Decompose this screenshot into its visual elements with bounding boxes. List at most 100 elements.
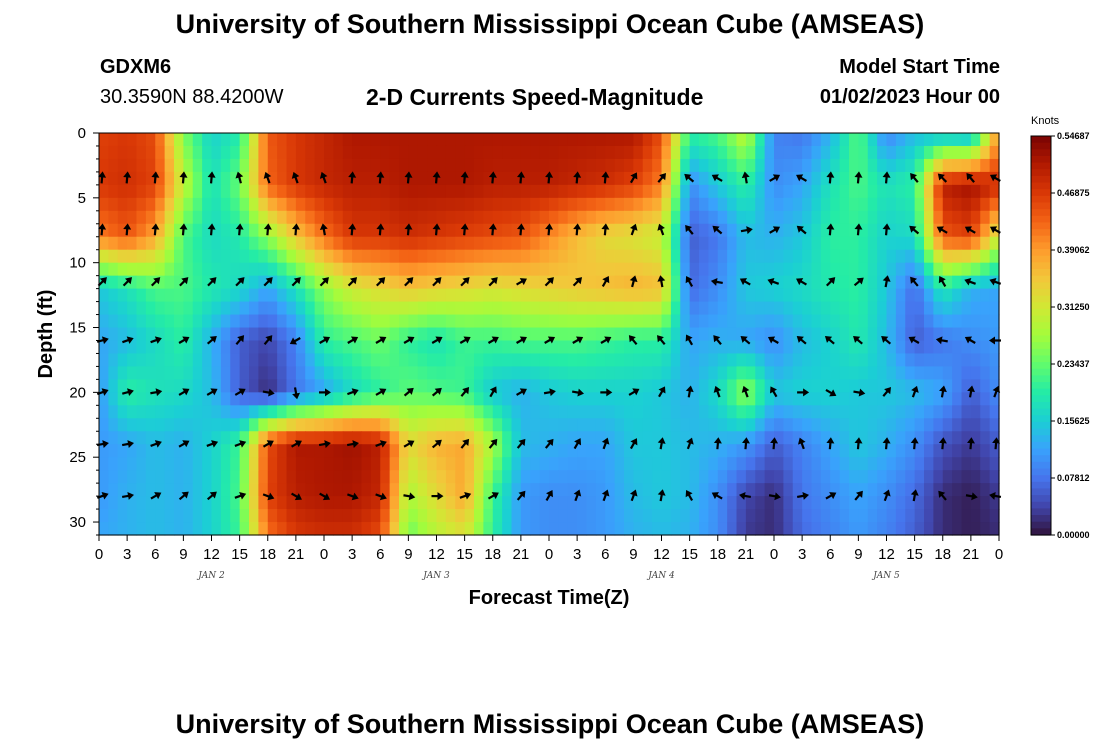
heatmap-cell [295, 470, 306, 484]
heatmap-cell [380, 366, 391, 380]
heatmap-cell [108, 405, 119, 419]
heatmap-cell [745, 392, 756, 406]
heatmap-cell [736, 353, 747, 368]
heatmap-cell [661, 444, 672, 458]
heatmap-cell [624, 392, 634, 406]
heatmap-cell [605, 470, 616, 484]
heatmap-cell [277, 418, 288, 432]
heatmap-cell [211, 405, 222, 419]
heatmap-cell [99, 197, 109, 212]
heatmap-cell [961, 353, 972, 368]
heatmap-cell [202, 262, 213, 277]
heatmap-cell [717, 262, 728, 277]
heatmap-cell [99, 353, 109, 368]
heatmap-cell [877, 366, 888, 380]
heatmap-cell [877, 301, 888, 316]
heatmap-cell [886, 470, 897, 484]
heatmap-cell [820, 210, 831, 225]
heatmap-cell [211, 249, 222, 264]
heatmap-cell [249, 340, 259, 355]
heatmap-cell [445, 262, 456, 277]
heatmap-cell [839, 522, 850, 536]
heatmap-cell [792, 301, 803, 316]
heatmap-cell [567, 418, 578, 432]
heatmap-cell [942, 184, 953, 199]
heatmap-cell [783, 483, 794, 497]
heatmap-cell [117, 145, 128, 160]
heatmap-cell [427, 171, 438, 186]
current-arrow [121, 491, 134, 500]
heatmap-cell [145, 379, 156, 393]
heatmap-cell [792, 366, 803, 380]
heatmap-cell [895, 197, 906, 212]
heatmap-cell [333, 275, 344, 290]
heatmap-cell [239, 314, 250, 329]
heatmap-cell [305, 236, 316, 251]
heatmap-cell [380, 301, 391, 316]
current-arrow [711, 492, 723, 500]
heatmap-cell [811, 171, 822, 186]
heatmap-cell [127, 470, 138, 484]
heatmap-cell [802, 197, 813, 212]
colorbar-segment [1031, 189, 1051, 197]
heatmap-cell [436, 340, 447, 355]
current-arrow [935, 336, 948, 345]
current-arrow [740, 226, 753, 235]
heatmap-cell [924, 353, 934, 368]
heatmap-cell [605, 184, 616, 199]
heatmap-cell [886, 288, 897, 303]
heatmap-cell [314, 288, 325, 303]
heatmap-cell [952, 133, 963, 147]
heatmap-cell [811, 327, 822, 342]
heatmap-cell [633, 171, 644, 186]
heatmap-cell [961, 431, 972, 445]
heatmap-cell [567, 223, 578, 238]
heatmap-cell [680, 470, 691, 484]
colorbar-segment [1031, 149, 1051, 157]
heatmap-cell [708, 431, 719, 445]
heatmap-cell [370, 392, 381, 406]
heatmap-cell [249, 496, 259, 510]
heatmap-cell [155, 249, 166, 264]
current-arrow [657, 437, 666, 450]
heatmap-cell [192, 288, 203, 303]
heatmap-cell [127, 405, 138, 419]
heatmap-cell [511, 353, 522, 368]
heatmap-cell [624, 223, 634, 238]
heatmap-cell [886, 431, 897, 445]
heatmap-cell [961, 405, 972, 419]
heatmap-cell [914, 301, 925, 316]
heatmap-cell [483, 249, 494, 264]
heatmap-cell [314, 275, 325, 290]
heatmap-cell [792, 210, 803, 225]
heatmap-cell [511, 275, 522, 290]
heatmap-cell [492, 133, 503, 147]
heatmap-cell [736, 314, 747, 329]
heatmap-cell [352, 444, 363, 458]
heatmap-cell [783, 197, 794, 212]
current-arrow [685, 334, 694, 346]
heatmap-cell [408, 444, 419, 458]
heatmap-cell [680, 197, 691, 212]
heatmap-cell [783, 210, 794, 225]
heatmap-cell [286, 197, 297, 212]
heatmap-cell [380, 353, 391, 368]
heatmap-cell [642, 301, 653, 316]
heatmap-cell [802, 509, 813, 523]
heatmap-cell [642, 249, 653, 264]
heatmap-cell [314, 236, 325, 251]
heatmap-cell [792, 314, 803, 329]
heatmap-cell [427, 470, 438, 484]
heatmap-cell [614, 314, 625, 329]
heatmap-cell [145, 366, 156, 380]
heatmap-cell [427, 509, 438, 523]
heatmap-cell [202, 210, 213, 225]
heatmap-cell [670, 418, 681, 432]
heatmap-cell [670, 184, 681, 199]
heatmap-cell [924, 184, 934, 199]
heatmap-cell [99, 327, 109, 342]
heatmap-cell [370, 223, 381, 238]
heatmap-cell [99, 301, 109, 316]
heatmap-cell [952, 249, 963, 264]
heatmap-cell [820, 496, 831, 510]
